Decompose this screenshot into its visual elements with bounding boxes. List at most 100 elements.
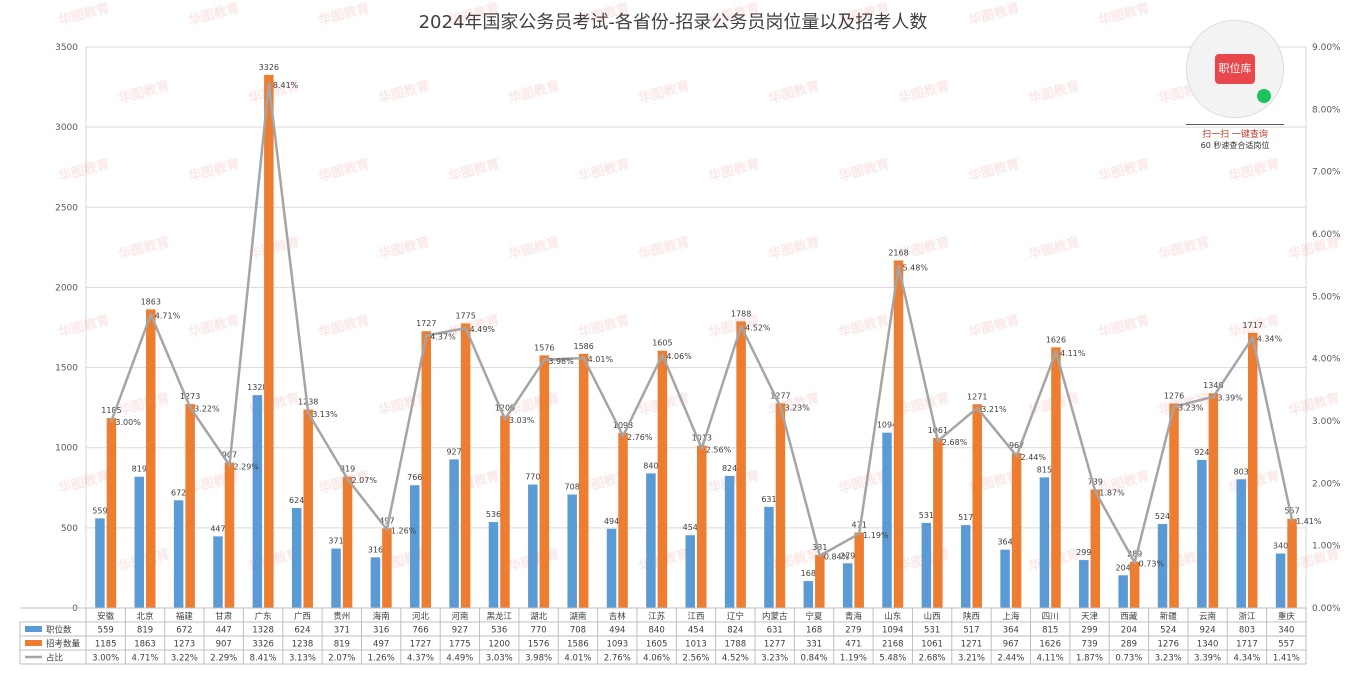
table-cell: 2.56%: [682, 654, 709, 664]
share-label: 3.22%: [194, 404, 220, 413]
watermark-text: 华图教育: [707, 156, 761, 185]
table-cell: 471: [845, 640, 861, 650]
bar-positions: [371, 557, 381, 608]
table-cell: 517: [963, 626, 979, 636]
table-cell: 1863: [134, 640, 156, 650]
bar-positions: [1197, 460, 1207, 608]
table-cell: 1200: [488, 640, 510, 650]
share-point: [1251, 336, 1254, 339]
category-label: 四川: [1042, 612, 1059, 622]
category-label: 青海: [845, 611, 863, 622]
bar-recruits: [343, 477, 353, 608]
bar-recruits: [146, 309, 156, 608]
watermark-text: 华图教育: [117, 234, 171, 263]
bar-label-recruits: 1727: [416, 319, 436, 328]
bar-recruits: [736, 321, 746, 608]
category-label: 湖南: [569, 611, 586, 622]
bar-positions: [1236, 479, 1246, 608]
bar-positions: [292, 508, 302, 608]
watermark-text: 华图教育: [967, 312, 1021, 341]
bar-label-recruits: 3326: [259, 63, 279, 72]
share-label: 4.52%: [745, 323, 771, 332]
watermark-text: 华图教育: [577, 312, 631, 341]
table-cell: 1273: [174, 640, 196, 650]
bar-label-recruits: 1775: [455, 311, 475, 320]
share-point: [740, 325, 743, 328]
table-cell: 5.48%: [879, 654, 906, 664]
category-label: 云南: [1199, 611, 1216, 622]
bar-label-positions: 204: [1116, 563, 1131, 572]
share-label: 3.39%: [1217, 394, 1243, 403]
bar-positions: [174, 500, 184, 608]
bar-positions: [489, 522, 499, 608]
bar-recruits: [933, 438, 943, 608]
watermark-text: 华图教育: [1097, 156, 1151, 185]
bar-label-positions: 770: [525, 473, 540, 482]
table-cell: 1.87%: [1076, 654, 1103, 664]
bar-positions: [607, 529, 617, 608]
category-label: 海南: [373, 611, 390, 622]
category-label: 广西: [294, 611, 311, 622]
bar-label-positions: 454: [683, 523, 698, 532]
bar-label-positions: 531: [919, 511, 934, 520]
watermark-text: 华图教育: [57, 156, 111, 185]
bar-positions: [253, 395, 263, 608]
y-left-tick-label: 3000: [55, 123, 78, 133]
share-point: [661, 353, 664, 356]
category-label: 上海: [1002, 611, 1020, 622]
y-right-tick-label: 5.00%: [1312, 292, 1341, 302]
table-cell: 1605: [646, 640, 668, 650]
y-left-tick-label: 3500: [55, 43, 78, 53]
table-cell: 447: [216, 626, 232, 636]
watermark-text: 华图教育: [187, 312, 241, 341]
table-cell: 1093: [606, 640, 628, 650]
table-cell: 907: [216, 640, 232, 650]
qr-code[interactable]: 职位库 扫一扫 一键查询 60 秒速查合适岗位: [1186, 20, 1284, 152]
table-cell: 1727: [410, 640, 432, 650]
watermark-text: 华图教育: [507, 78, 561, 107]
share-label: 3.03%: [509, 416, 535, 425]
share-point: [149, 313, 152, 316]
table-cell: 803: [1239, 626, 1255, 636]
category-label: 甘肃: [215, 611, 233, 622]
bar-label-recruits: 1717: [1243, 321, 1263, 330]
table-cell: 0.73%: [1115, 654, 1142, 664]
y-left-tick-label: 500: [61, 524, 78, 534]
bar-recruits: [1169, 403, 1179, 608]
table-cell: 4.06%: [643, 654, 670, 664]
table-cell: 967: [1003, 640, 1019, 650]
category-label: 福建: [176, 611, 194, 622]
table-cell: 2.68%: [919, 654, 946, 664]
table-cell: 279: [845, 626, 861, 636]
table-cell: 8.41%: [250, 654, 277, 664]
share-label: 2.68%: [942, 438, 968, 447]
category-label: 内蒙古: [762, 611, 788, 622]
bar-positions: [95, 518, 105, 608]
y-right-tick-label: 0.00%: [1312, 604, 1341, 614]
watermark-text: 华图教育: [577, 156, 631, 185]
bar-recruits: [422, 331, 432, 608]
category-label: 辽宁: [727, 611, 744, 622]
category-label: 宁夏: [806, 611, 824, 622]
share-point: [385, 528, 388, 531]
bar-label-recruits: 1013: [692, 434, 712, 443]
category-label: 江西: [687, 612, 704, 622]
wechat-icon: [1257, 89, 1271, 103]
category-label: 黑龙江: [486, 611, 512, 622]
watermark-text: 华图教育: [767, 234, 821, 263]
share-label: 3.98%: [548, 357, 574, 366]
watermark-text: 华图教育: [57, 312, 111, 341]
bar-positions: [764, 507, 774, 608]
share-point: [1094, 490, 1097, 493]
bar-label-positions: 494: [604, 517, 619, 526]
bar-label-positions: 559: [92, 506, 107, 515]
bar-positions: [449, 459, 459, 608]
share-label: 5.48%: [903, 263, 929, 272]
qr-badge: 职位库: [1215, 54, 1255, 84]
bar-recruits: [1091, 490, 1101, 608]
share-point: [189, 406, 192, 409]
share-label: 4.06%: [666, 352, 692, 361]
watermark-text: 华图教育: [707, 0, 761, 29]
watermark-text: 华图教育: [57, 468, 111, 497]
bar-positions: [1118, 575, 1128, 608]
